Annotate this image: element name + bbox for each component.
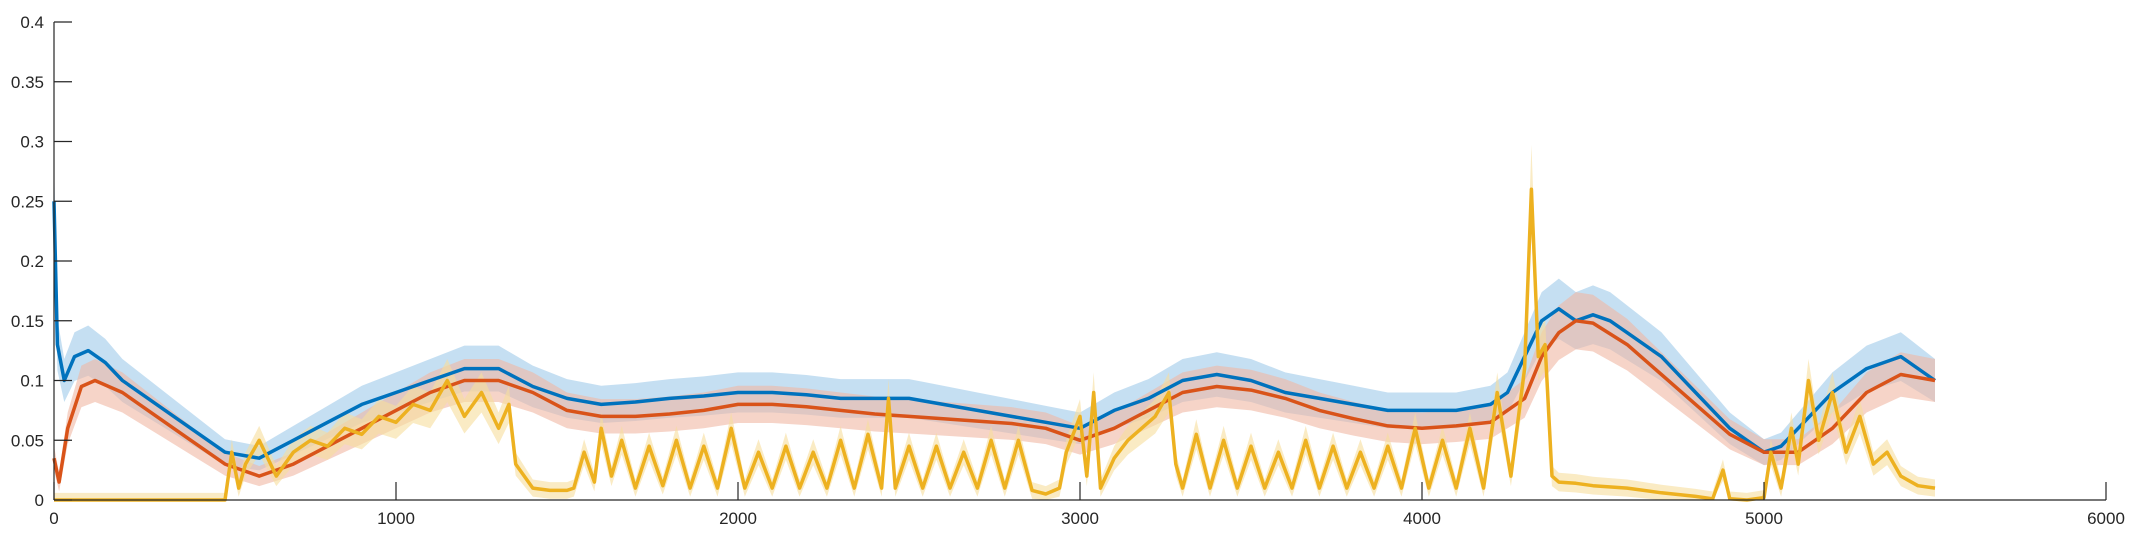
x-tick-label: 4000 (1403, 509, 1441, 528)
y-tick-label: 0.1 (20, 372, 44, 391)
x-tick-label: 3000 (1061, 509, 1099, 528)
series-3-line (54, 187, 1936, 502)
series-1-line (52, 201, 1937, 460)
y-tick-label: 0.35 (11, 73, 44, 92)
y-tick-label: 0 (35, 491, 44, 510)
ticks: 0 1000 2000 3000 4000 5000 6000 0 0.05 0.1 0.15 0.2… (11, 13, 2125, 528)
x-tick-label: 2000 (719, 509, 757, 528)
y-tick-label: 0.15 (11, 312, 44, 331)
x-tick-label: 6000 (2087, 509, 2125, 528)
y-tick-label: 0.25 (11, 192, 44, 211)
y-tick-label: 0.2 (20, 252, 44, 271)
y-tick-label: 0.4 (20, 13, 44, 32)
series-lines (52, 187, 1937, 502)
x-tick-label: 0 (49, 509, 58, 528)
series-2-line (52, 319, 1936, 484)
y-tick-label: 0.3 (20, 133, 44, 152)
x-tick-label: 1000 (377, 509, 415, 528)
y-tick-label: 0.05 (11, 431, 44, 450)
x-tick-label: 5000 (1745, 509, 1783, 528)
